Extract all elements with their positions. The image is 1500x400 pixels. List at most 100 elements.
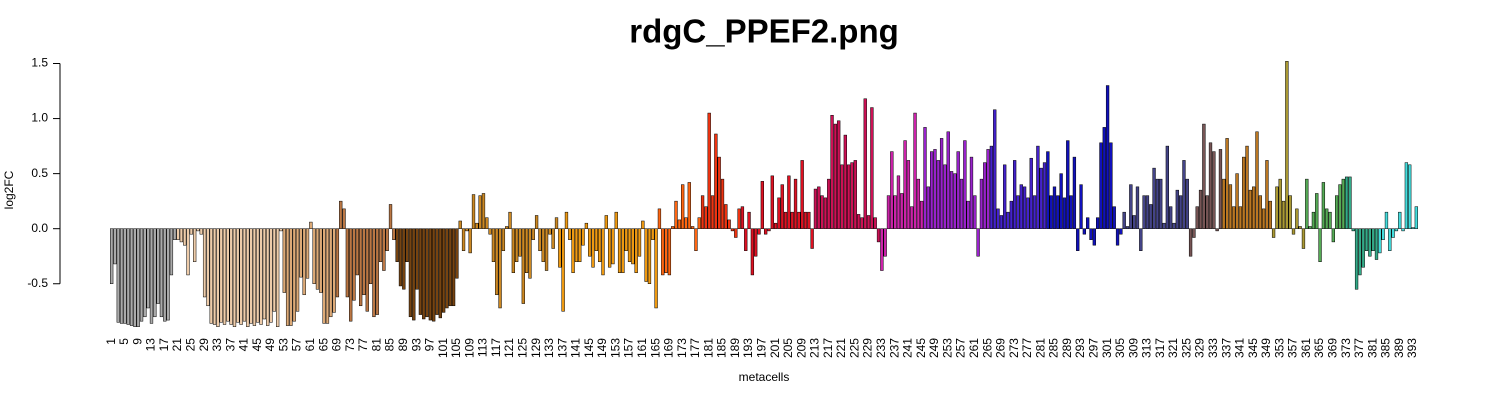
bar [624,228,628,251]
bar [295,228,300,312]
bar [262,228,267,320]
bar [1252,186,1256,229]
bar [1298,226,1302,229]
bar [1105,85,1110,229]
bar [906,160,911,229]
bar [1032,195,1037,229]
bar [910,206,914,229]
bar [1388,228,1392,251]
bar [1155,178,1160,229]
bar [441,228,446,313]
bar [551,228,555,249]
bar [438,228,442,319]
x-axis-label: metacells [739,370,790,384]
bar [1139,228,1143,251]
x-tick-label: 57 [290,338,304,352]
bar [412,228,416,321]
x-tick-label: 85 [383,338,397,352]
bar [976,228,980,257]
bar [435,228,439,315]
bar [236,228,240,323]
bar [1408,164,1412,229]
x-tick-label: 377 [1352,338,1366,358]
x-tick-label: 17 [157,338,171,352]
x-tick-label: 393 [1405,338,1419,358]
bar [581,228,585,246]
x-tick-label: 89 [396,338,410,352]
bar [425,228,429,318]
bar [418,228,423,315]
bar [564,211,569,229]
x-tick-label: 137 [555,338,569,358]
bar [813,188,818,229]
bar [674,200,678,229]
bar [1172,222,1176,229]
bar [1222,178,1226,229]
bar [797,211,801,229]
bar [428,228,433,321]
bar [1165,145,1169,229]
x-tick-label: 221 [834,338,848,358]
bar [1258,195,1262,229]
bar [139,228,144,322]
bar [1142,195,1146,229]
bar [375,228,379,315]
bar [690,226,695,229]
bar [149,228,154,324]
bar [485,217,489,229]
bar [571,228,575,273]
x-tick-label: 361 [1299,338,1313,358]
bar [893,195,897,229]
bar [750,228,755,276]
bar [1006,211,1010,229]
bar [671,226,675,229]
bar [505,226,509,229]
bar [1016,195,1020,229]
bar [1242,156,1246,229]
bar [754,228,758,257]
bar [681,184,685,229]
bar [359,228,363,307]
bar [684,217,688,229]
bar [471,194,476,229]
bar [983,162,987,229]
bar [222,228,227,325]
bar [856,214,861,229]
bar [939,138,944,229]
bar [1348,176,1352,229]
bar [654,228,658,309]
bar [807,211,811,229]
x-tick-label: 29 [197,338,211,352]
bar [651,228,655,240]
bar [1212,151,1216,229]
bar [793,178,798,229]
x-tick-label: 61 [303,338,317,352]
bar [730,228,735,232]
bar [1145,195,1150,229]
bar [276,228,280,327]
bar [611,228,615,265]
bar [740,206,745,229]
y-tick-label: 1.5 [31,56,48,70]
bar [568,228,572,240]
x-tick-label: 149 [595,338,609,358]
bar [206,228,210,307]
bar [189,228,193,235]
bar [1052,186,1057,229]
bar [817,186,821,229]
bar [661,228,665,276]
x-tick-label: 261 [967,338,981,358]
bar [478,195,482,229]
bar [657,208,662,229]
x-tick-label: 373 [1339,338,1353,358]
bar [266,228,270,326]
bar [770,175,774,229]
bar [156,228,160,304]
x-tick-label: 213 [808,338,822,358]
bar [1398,211,1402,229]
bar [594,228,598,251]
x-tick-label: 109 [462,338,476,358]
bar [455,228,459,279]
x-tick-label: 225 [847,338,861,358]
x-tick-label: 233 [874,338,888,358]
